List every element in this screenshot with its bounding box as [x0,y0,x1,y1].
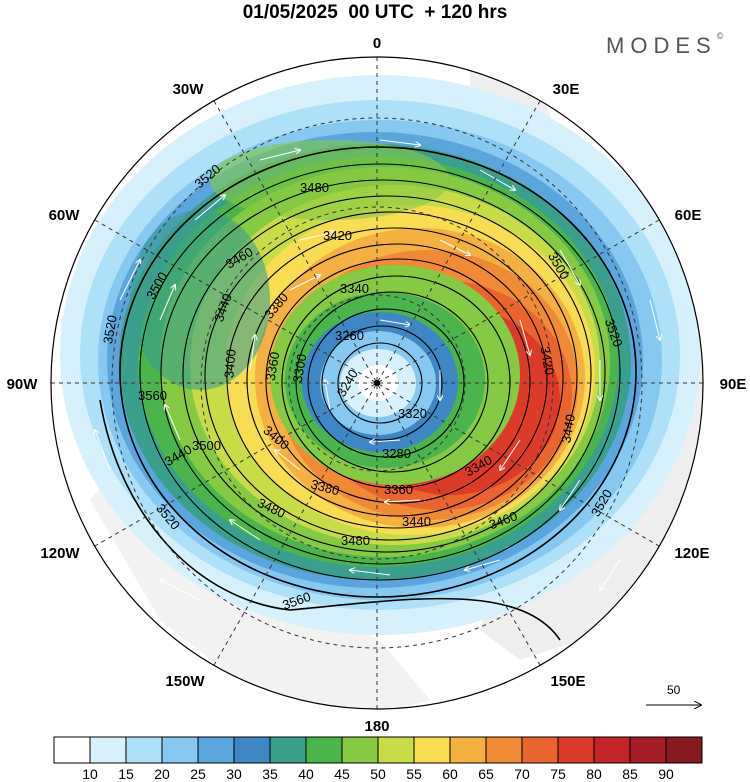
colorbar-tick-label: 10 [82,766,98,782]
lon-label-120w: 120W [40,545,80,562]
colorbar-swatch [53,736,91,764]
graticule [51,57,703,709]
copyright-mark: © [716,31,724,41]
colorbar-tick-label: 90 [658,766,674,782]
colorbar-swatch [269,736,307,764]
colorbar-swatch [521,736,559,764]
contour-label: 3480 [341,533,370,548]
colorbar-tick-label: 45 [334,766,350,782]
contour-label: 3560 [138,388,167,403]
colorbar-swatch [377,736,415,764]
contour-label: 3320 [398,406,427,421]
colorbar-swatch [233,736,271,764]
contour-label: 3440 [558,413,578,444]
contour-label: 3360 [263,351,283,382]
lon-label-150e: 150E [550,673,585,690]
colorbar-tick-label: 50 [370,766,386,782]
colorbar-tick-label: 65 [478,766,494,782]
colorbar-tick-label: 75 [550,766,566,782]
colorbar-tick-label: 60 [442,766,458,782]
lon-label-60e: 60E [675,207,702,224]
colorbar-tick-label: 55 [406,766,422,782]
colorbar-tick-label: 25 [190,766,206,782]
colorbar-tick-label: 70 [514,766,530,782]
contour-label: 3520 [100,314,120,345]
contour-label: 3420 [323,228,352,243]
colorbar-tick-label: 15 [118,766,134,782]
longitude-labels: 0 30E 60E 90E 120E 150E 180 150W 120W 90… [7,35,747,735]
lon-label-150w: 150W [165,673,205,690]
colorbar-swatch [449,736,487,764]
colorbar-swatch [593,736,631,764]
brand-text: MODES [606,33,717,58]
lon-label-90w: 90W [7,376,39,393]
contour-label: 3360 [384,482,413,497]
colorbar-tick-label: 85 [622,766,638,782]
chart-title: 01/05/2025 00 UTC + 120 hrs [242,2,508,23]
brand-logo: MODES© [606,31,724,59]
contour-label: 3480 [300,180,329,195]
contour-label: 3260 [335,328,364,343]
contour-label: 3420 [537,345,557,376]
lon-label-0: 0 [373,35,381,52]
colorbar-swatch [197,736,235,764]
north-pole-marker [374,380,380,386]
contour-label: 3440 [402,514,431,529]
lon-label-90e: 90E [720,376,747,393]
colorbar-tick-label: 35 [262,766,278,782]
reference-vector-label: 50 [667,683,681,697]
colorbar-swatch [125,736,163,764]
contour-label: 3400 [221,348,238,378]
colorbar-swatch [161,736,199,764]
colorbar-swatch [305,736,343,764]
lon-label-180: 180 [364,718,389,735]
lon-label-30w: 30W [173,81,205,98]
colorbar-tick-label: 20 [154,766,170,782]
contour-label: 3300 [290,353,310,384]
colorbar-swatch [665,736,703,764]
contour-label: 3280 [382,446,411,461]
colorbar [53,736,703,764]
lon-label-60w: 60W [49,207,81,224]
colorbar-swatch [557,736,595,764]
map-boundary [50,56,704,710]
colorbar-swatch [413,736,451,764]
colorbar-tick-label: 30 [226,766,242,782]
contour-label: 3340 [340,281,369,296]
colorbar-swatch [629,736,667,764]
lon-label-120e: 120E [674,545,709,562]
height-contours [99,146,637,641]
colorbar-swatch [485,736,523,764]
lon-label-30e: 30E [553,81,580,98]
colorbar-swatch [89,736,127,764]
contour-label: 3500 [192,438,221,453]
colorbar-swatch [341,736,379,764]
colorbar-tick-label: 40 [298,766,314,782]
colorbar-tick-label: 80 [586,766,602,782]
contour-label: 3380 [309,476,341,498]
